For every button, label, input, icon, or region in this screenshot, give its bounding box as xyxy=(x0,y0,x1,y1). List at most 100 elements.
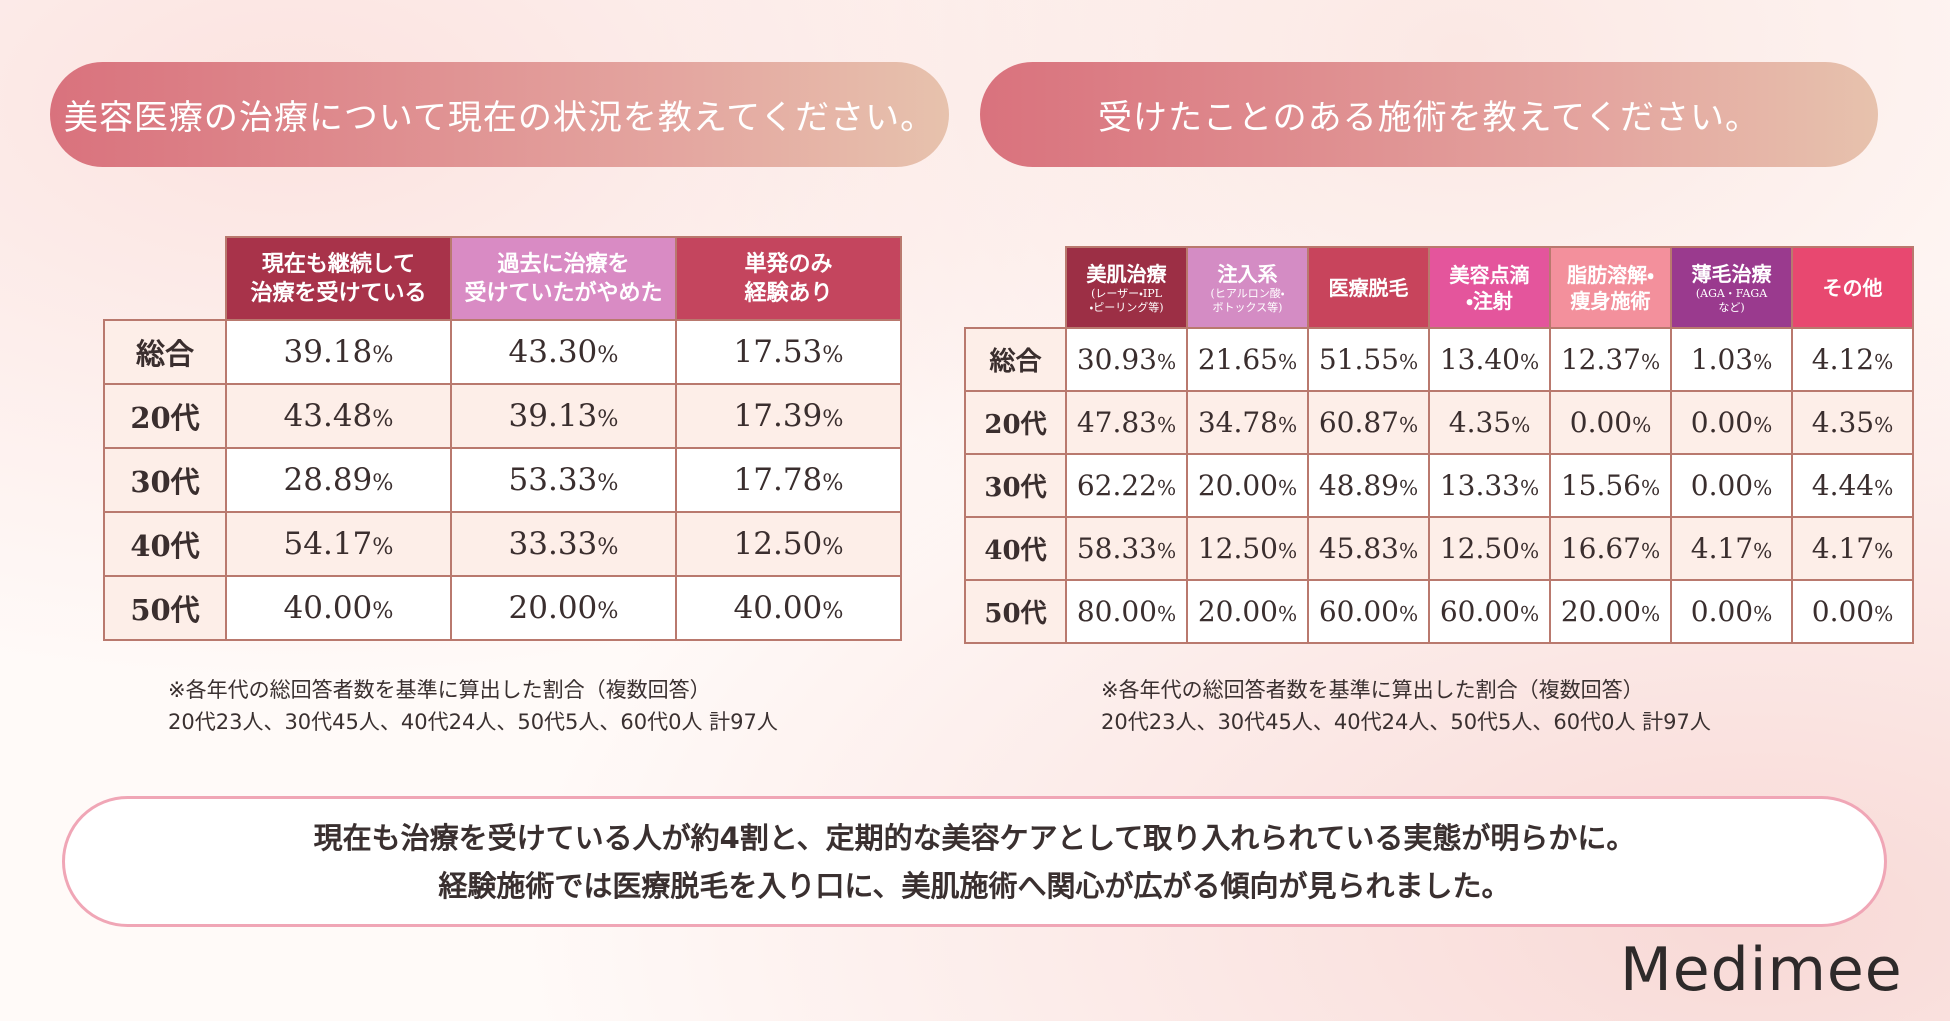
cell: 40.00% xyxy=(675,575,902,641)
cell: 62.22% xyxy=(1065,453,1188,518)
cell: 17.39% xyxy=(675,383,902,449)
row: 総合 30.93% 21.65% 51.55% 13.40% 12.37% 1.03% 4.1… xyxy=(964,327,1914,392)
cell: 12.50% xyxy=(675,511,902,577)
note: ※各年代の総回答者数を基準に算出した割合（複数回答） xyxy=(1101,678,1644,702)
row-label: 20代 xyxy=(964,390,1067,455)
right-title: 受けたことのある施術を教えてください。 xyxy=(980,62,1878,167)
row-label: 40代 xyxy=(103,511,227,577)
column-header: 医療脱毛 xyxy=(1307,246,1430,329)
cell: 20.00% xyxy=(450,575,677,641)
row-label: 40代 xyxy=(964,516,1067,581)
row: 20代 47.83% 34.78% 60.87% 4.35% 0.00% 0.00% 4.35… xyxy=(964,390,1914,455)
corner xyxy=(104,237,226,320)
column-header: 美肌治療 (レーザー・IPL ・ピーリング等) xyxy=(1065,246,1188,329)
cell: 48.89% xyxy=(1307,453,1430,518)
header-name: 美容点滴 ・注射 xyxy=(1449,262,1530,313)
column-header: 美容点滴 ・注射 xyxy=(1428,246,1551,329)
cell: 16.67% xyxy=(1549,516,1672,581)
cell: 20.00% xyxy=(1186,453,1309,518)
cell: 13.40% xyxy=(1428,327,1551,392)
row-label: 総合 xyxy=(103,319,227,385)
note: 20代23人、30代45人、40代24人、50代5人、60代0人 計97人 xyxy=(1101,710,1711,734)
corner xyxy=(965,247,1066,328)
cell: 53.33% xyxy=(450,447,677,513)
cell: 60.00% xyxy=(1307,579,1430,644)
cell: 4.17% xyxy=(1670,516,1793,581)
cell: 17.78% xyxy=(675,447,902,513)
row: 総合 39.18% 43.30% 17.53% xyxy=(103,319,902,385)
cell: 30.93% xyxy=(1065,327,1188,392)
cell: 20.00% xyxy=(1549,579,1672,644)
row-label: 50代 xyxy=(103,575,227,641)
cell: 4.35% xyxy=(1791,390,1914,455)
summary-line: 経験施術では医療脱毛を入り口に、美肌施術へ関心が広がる傾向が見られました。 xyxy=(438,868,1511,903)
cell: 4.35% xyxy=(1428,390,1551,455)
row: 40代 58.33% 12.50% 45.83% 12.50% 16.67% 4.17% 4.… xyxy=(964,516,1914,581)
cell: 0.00% xyxy=(1670,579,1793,644)
header-note: (AGA・FAGA など) xyxy=(1695,286,1768,314)
cell: 39.13% xyxy=(450,383,677,449)
row: 20代 43.48% 39.13% 17.39% xyxy=(103,383,902,449)
cell: 54.17% xyxy=(225,511,452,577)
cell: 0.00% xyxy=(1791,579,1914,644)
note: 20代23人、30代45人、40代24人、50代5人、60代0人 計97人 xyxy=(168,710,778,734)
header-note: (ヒアルロン酸・ ボトックス等) xyxy=(1210,286,1285,314)
cell: 39.18% xyxy=(225,319,452,385)
column-header: 過去に治療を 受けていたがやめた xyxy=(450,236,677,321)
column-header: 単発のみ 経験あり xyxy=(675,236,902,321)
cell: 15.56% xyxy=(1549,453,1672,518)
row: 50代 40.00% 20.00% 40.00% xyxy=(103,575,902,641)
summary-box: 現在も治療を受けている人が約4割と、定期的な美容ケアとして取り入れられている実態… xyxy=(62,796,1887,927)
column-header: 脂肪溶解・ 痩身施術 xyxy=(1549,246,1672,329)
cell: 58.33% xyxy=(1065,516,1188,581)
header-name: 医療脱毛 xyxy=(1328,275,1409,300)
right-table: 美肌治療 (レーザー・IPL ・ピーリング等) 注入系 (ヒアルロン酸・ ボトックス等… xyxy=(964,246,1914,644)
cell: 20.00% xyxy=(1186,579,1309,644)
column-header: その他 xyxy=(1791,246,1914,329)
column-header: 薄毛治療 (AGA・FAGA など) xyxy=(1670,246,1793,329)
cell: 47.83% xyxy=(1065,390,1188,455)
header-name: 脂肪溶解・ 痩身施術 xyxy=(1567,262,1654,313)
cell: 60.87% xyxy=(1307,390,1430,455)
row-label: 30代 xyxy=(103,447,227,513)
header-name: その他 xyxy=(1822,275,1883,300)
cell: 45.83% xyxy=(1307,516,1430,581)
row-label: 50代 xyxy=(964,579,1067,644)
cell: 13.33% xyxy=(1428,453,1551,518)
cell: 12.50% xyxy=(1186,516,1309,581)
cell: 51.55% xyxy=(1307,327,1430,392)
logo: Medimee xyxy=(1620,935,1903,1005)
header-name: 薄毛治療 xyxy=(1691,261,1772,286)
row: 30代 28.89% 53.33% 17.78% xyxy=(103,447,902,513)
row: 30代 62.22% 20.00% 48.89% 13.33% 15.56% 0.00% 4.… xyxy=(964,453,1914,518)
header-row: 美肌治療 (レーザー・IPL ・ピーリング等) 注入系 (ヒアルロン酸・ ボトックス等… xyxy=(965,246,1914,329)
row-label: 20代 xyxy=(103,383,227,449)
cell: 0.00% xyxy=(1670,390,1793,455)
column-header: 現在も継続して 治療を受けている xyxy=(225,236,452,321)
cell: 28.89% xyxy=(225,447,452,513)
header-note: (レーザー・IPL ・ピーリング等) xyxy=(1089,286,1164,314)
cell: 60.00% xyxy=(1428,579,1551,644)
cell: 0.00% xyxy=(1549,390,1672,455)
note: ※各年代の総回答者数を基準に算出した割合（複数回答） xyxy=(168,678,711,702)
cell: 12.37% xyxy=(1549,327,1672,392)
row: 40代 54.17% 33.33% 12.50% xyxy=(103,511,902,577)
cell: 4.17% xyxy=(1791,516,1914,581)
column-header: 注入系 (ヒアルロン酸・ ボトックス等) xyxy=(1186,246,1309,329)
row: 50代 80.00% 20.00% 60.00% 60.00% 20.00% 0.00% 0.… xyxy=(964,579,1914,644)
cell: 1.03% xyxy=(1670,327,1793,392)
cell: 43.48% xyxy=(225,383,452,449)
row-label: 30代 xyxy=(964,453,1067,518)
summary-line: 現在も治療を受けている人が約4割と、定期的な美容ケアとして取り入れられている実態… xyxy=(313,820,1636,855)
cell: 17.53% xyxy=(675,319,902,385)
left-title: 美容医療の治療について現在の状況を教えてください。 xyxy=(50,62,949,167)
cell: 4.12% xyxy=(1791,327,1914,392)
header-name: 美肌治療 xyxy=(1086,261,1167,286)
cell: 43.30% xyxy=(450,319,677,385)
row-label: 総合 xyxy=(964,327,1067,392)
cell: 40.00% xyxy=(225,575,452,641)
left-table: 現在も継続して 治療を受けている 過去に治療を 受けていたがやめた 単発のみ 経験あ… xyxy=(103,236,902,641)
cell: 34.78% xyxy=(1186,390,1309,455)
